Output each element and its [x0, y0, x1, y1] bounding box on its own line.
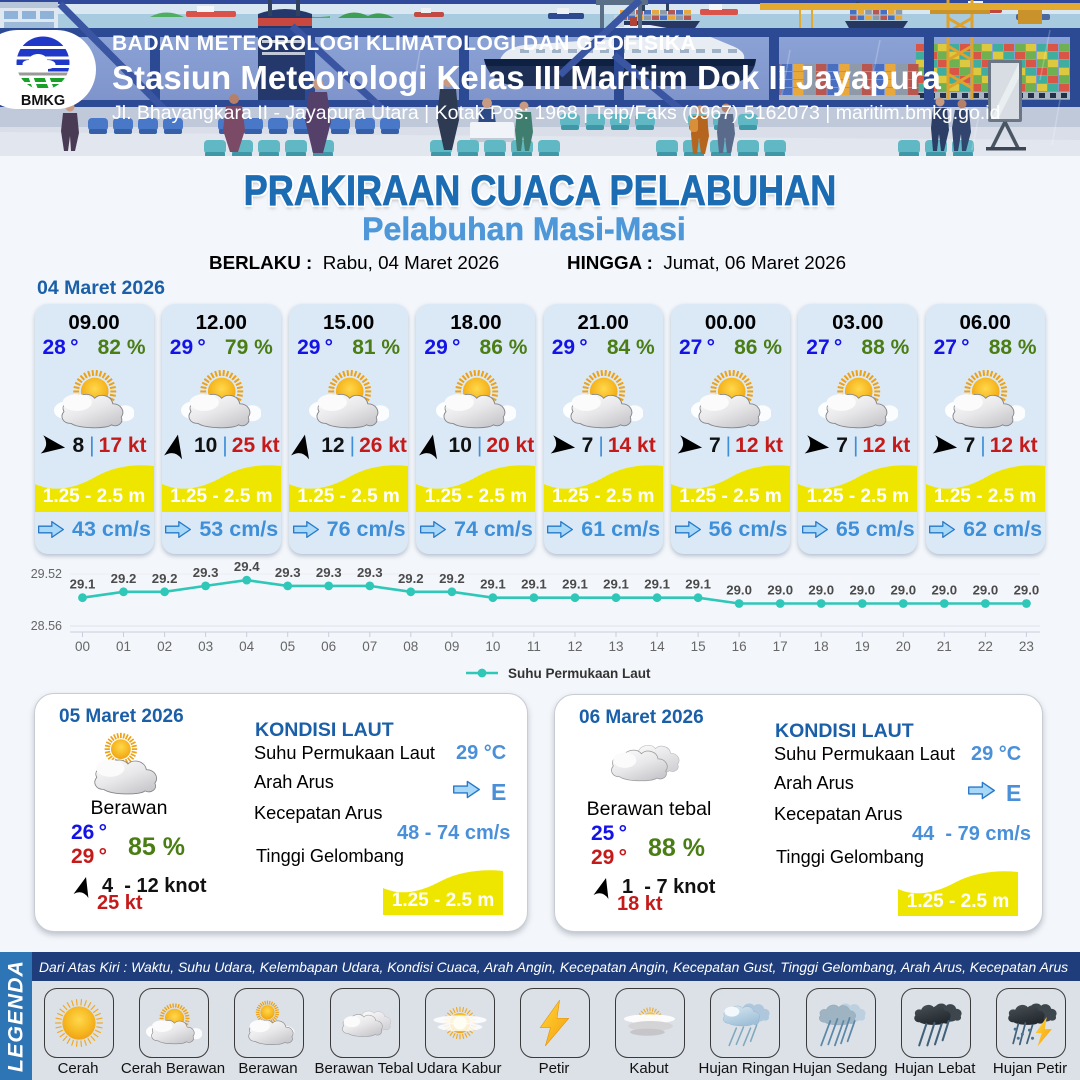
- svg-text:29.52: 29.52: [31, 567, 62, 581]
- svg-text:29.0: 29.0: [973, 583, 999, 598]
- svg-text:29.0: 29.0: [890, 583, 916, 598]
- svg-text:29.0: 29.0: [1014, 583, 1040, 598]
- svg-text:29.2: 29.2: [439, 571, 465, 586]
- svg-text:BMKG: BMKG: [21, 93, 65, 109]
- svg-text:07: 07: [362, 639, 377, 654]
- svg-text:29.1: 29.1: [644, 577, 670, 592]
- svg-text:29.3: 29.3: [275, 565, 301, 580]
- svg-text:29.1: 29.1: [685, 577, 711, 592]
- svg-text:21: 21: [937, 639, 952, 654]
- svg-text:23: 23: [1019, 639, 1034, 654]
- svg-text:19: 19: [855, 639, 870, 654]
- svg-text:16: 16: [732, 639, 747, 654]
- svg-text:03: 03: [198, 639, 213, 654]
- svg-text:10: 10: [485, 639, 500, 654]
- svg-text:29.2: 29.2: [152, 571, 178, 586]
- svg-text:29.2: 29.2: [398, 571, 424, 586]
- svg-text:04: 04: [239, 639, 255, 654]
- svg-text:02: 02: [157, 639, 172, 654]
- svg-text:20: 20: [896, 639, 911, 654]
- svg-text:29.1: 29.1: [70, 577, 96, 592]
- svg-text:29.0: 29.0: [808, 583, 834, 598]
- svg-text:28.56: 28.56: [31, 619, 62, 633]
- svg-text:29.4: 29.4: [234, 559, 260, 574]
- svg-text:13: 13: [608, 639, 623, 654]
- svg-text:11: 11: [527, 639, 541, 654]
- svg-text:29.2: 29.2: [111, 571, 137, 586]
- svg-text:12: 12: [567, 639, 582, 654]
- svg-text:17: 17: [773, 639, 788, 654]
- svg-text:29.0: 29.0: [931, 583, 957, 598]
- svg-text:29.0: 29.0: [726, 583, 752, 598]
- svg-text:29.3: 29.3: [193, 565, 219, 580]
- svg-text:18: 18: [814, 639, 829, 654]
- svg-text:29.1: 29.1: [603, 577, 629, 592]
- svg-text:29.1: 29.1: [521, 577, 547, 592]
- svg-text:29.3: 29.3: [316, 565, 342, 580]
- svg-text:05: 05: [280, 639, 295, 654]
- svg-text:29.0: 29.0: [767, 583, 793, 598]
- svg-text:15: 15: [691, 639, 706, 654]
- svg-text:29.3: 29.3: [357, 565, 383, 580]
- svg-text:Suhu Permukaan Laut: Suhu Permukaan Laut: [508, 666, 651, 681]
- svg-text:14: 14: [650, 639, 666, 654]
- svg-text:29.0: 29.0: [849, 583, 875, 598]
- svg-text:22: 22: [978, 639, 993, 654]
- svg-text:08: 08: [403, 639, 418, 654]
- svg-text:06: 06: [321, 639, 336, 654]
- svg-text:29.1: 29.1: [480, 577, 506, 592]
- svg-text:00: 00: [75, 639, 90, 654]
- svg-text:01: 01: [116, 639, 131, 654]
- svg-text:29.1: 29.1: [562, 577, 588, 592]
- svg-text:09: 09: [444, 639, 459, 654]
